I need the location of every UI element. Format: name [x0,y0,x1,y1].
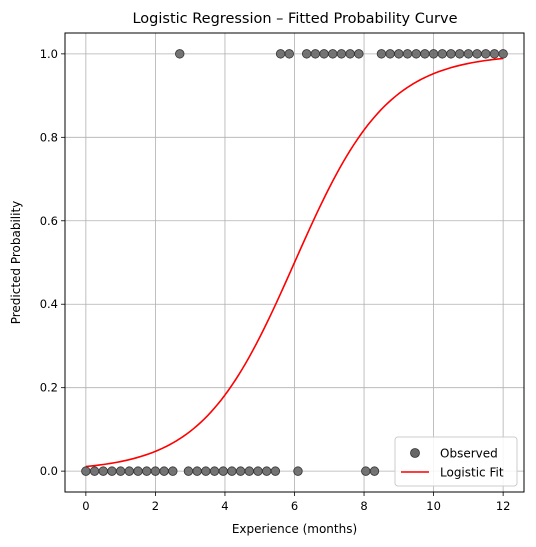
observed-point [275,49,286,59]
plot-area [81,49,508,476]
observed-point [463,49,474,59]
x-tick-label: 10 [426,499,441,513]
legend: Observed Logistic Fit [394,436,518,487]
observed-point [446,49,456,59]
observed-point [402,49,413,59]
x-tick-label: 8 [360,499,367,513]
observed-point [369,466,380,476]
y-tick-label: 0.6 [40,214,58,228]
x-tick-label: 2 [152,499,159,513]
y-axis-label: Predicted Probability [9,201,23,325]
y-tick-label: 1.0 [40,47,58,61]
legend-label-observed: Observed [440,447,498,461]
observed-point [159,466,169,476]
observed-point [115,466,126,476]
observed-point [209,466,220,476]
legend-marker-observed [410,448,420,458]
observed-point [454,49,465,59]
observed-point [150,466,161,476]
observed-point [328,49,338,59]
observed-point [293,466,303,476]
observed-point [201,466,211,476]
observed-point [89,466,100,476]
x-tick-label: 6 [291,499,298,513]
x-tick-label: 4 [221,499,228,513]
observed-point [420,49,430,59]
observed-point [107,466,117,476]
observed-point [81,466,91,476]
observed-point [498,49,508,59]
y-tick-label: 0.2 [40,381,58,395]
observed-point [253,466,263,476]
axis-ticks: 0 2 4 6 8 10 12 0.0 0.2 0.4 0.6 0.8 1.0 [40,47,511,513]
chart-title: Logistic Regression – Fitted Probability… [132,11,457,27]
observed-point [354,49,364,59]
observed-point [472,49,482,59]
observed-point [98,466,108,476]
x-tick-label: 12 [496,499,511,513]
observed-point [284,49,294,59]
y-tick-label: 0.8 [40,130,58,144]
observed-point [270,466,281,476]
observed-point [437,49,447,59]
observed-point [183,466,194,476]
observed-point [133,466,143,476]
x-tick-label: 0 [82,499,89,513]
observed-point [175,49,185,59]
observed-point [489,49,500,59]
observed-point [124,466,135,476]
observed-point [235,466,246,476]
observed-point [168,466,178,476]
observed-point [428,49,439,59]
fit-line [85,57,504,468]
observed-point [244,466,254,476]
legend-box [394,436,518,487]
observed-point [301,49,312,59]
y-tick-label: 0.0 [40,464,58,478]
observed-point [261,466,272,476]
observed-point [319,49,329,59]
observed-point [361,466,371,476]
observed-point [218,466,228,476]
observed-point [394,49,404,59]
observed-point [376,49,387,59]
x-axis-label: Experience (months) [232,522,357,536]
observed-point [385,49,395,59]
observed-point [336,49,347,59]
legend-label-fit: Logistic Fit [440,466,504,480]
observed-point [142,466,152,476]
observed-point [192,466,202,476]
observed-point [310,49,321,59]
observed-point [345,49,355,59]
observed-point [481,49,491,59]
y-tick-label: 0.4 [40,297,58,311]
observed-point [227,466,237,476]
observed-point [411,49,421,59]
